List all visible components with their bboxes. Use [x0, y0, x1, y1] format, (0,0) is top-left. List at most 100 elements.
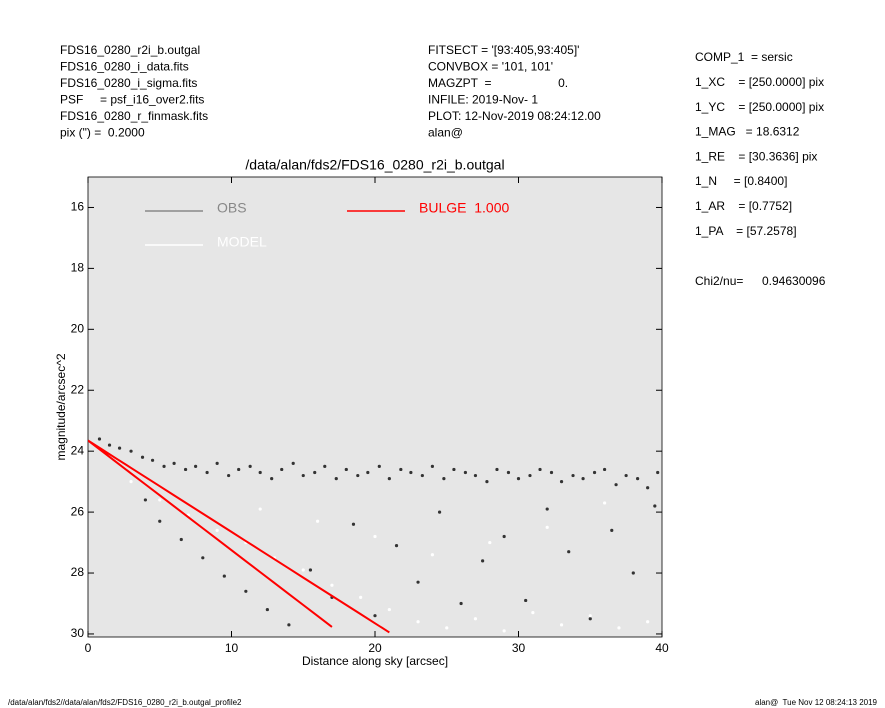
data-point	[603, 501, 607, 505]
info-text: MAGZPT = 0.	[428, 76, 568, 90]
data-point	[473, 617, 478, 621]
data-point	[201, 556, 205, 560]
data-point	[258, 470, 262, 475]
data-point	[301, 473, 305, 478]
data-point	[445, 626, 449, 630]
y-axis-label: magnitude/arcsec^2	[54, 353, 68, 460]
data-point	[227, 473, 231, 478]
data-point	[183, 467, 188, 472]
footer-left: /data/alan/fds2//data/alan/fds2/FDS16_02…	[8, 698, 242, 707]
data-point	[399, 467, 403, 472]
data-point	[442, 476, 446, 481]
data-point	[373, 534, 377, 539]
data-point	[559, 480, 564, 484]
data-point	[603, 467, 607, 472]
data-point	[280, 467, 284, 472]
data-point	[559, 623, 564, 627]
y-tick-label: 22	[71, 382, 85, 396]
data-point	[581, 476, 585, 481]
data-point	[140, 455, 145, 459]
data-point	[516, 476, 521, 481]
data-point	[387, 607, 391, 612]
data-point	[567, 550, 571, 554]
data-point	[588, 614, 592, 618]
data-point	[366, 470, 370, 475]
data-point	[416, 580, 420, 584]
data-point	[129, 449, 133, 453]
data-point	[459, 601, 463, 606]
info-text: 1_YC = [250.0000] pix	[695, 100, 824, 114]
info-text: PLOT: 12-Nov-2019 08:24:12.00	[428, 109, 601, 123]
data-point	[592, 470, 597, 475]
y-tick-label: 26	[71, 504, 85, 518]
data-point	[143, 498, 147, 502]
data-point	[129, 480, 133, 484]
data-point	[270, 476, 274, 481]
info-text: INFILE: 2019-Nov- 1	[428, 93, 538, 107]
x-tick-label: 30	[512, 641, 526, 655]
data-point	[351, 522, 356, 526]
data-point	[287, 623, 291, 627]
info-text: PSF = psf_i16_over2.fits	[60, 93, 204, 107]
data-point	[117, 446, 122, 450]
x-tick-label: 10	[225, 641, 239, 655]
data-point	[653, 504, 657, 508]
data-point	[377, 464, 381, 469]
data-point	[162, 464, 166, 469]
data-point	[258, 507, 262, 511]
data-point	[502, 534, 506, 539]
y-tick-label: 20	[71, 321, 85, 335]
info-text: FDS16_0280_r_finmask.fits	[60, 109, 208, 123]
chi-label: Chi2/nu=	[695, 274, 743, 288]
y-tick-label: 30	[71, 626, 85, 640]
data-point	[531, 611, 535, 615]
data-point	[237, 467, 241, 472]
data-point	[473, 473, 478, 478]
data-point	[291, 461, 295, 465]
data-point	[528, 473, 532, 478]
y-tick-label: 18	[71, 261, 85, 275]
data-point	[463, 470, 468, 475]
legend-label: OBS	[217, 200, 247, 216]
data-point	[158, 498, 162, 502]
data-point	[430, 464, 434, 469]
data-point	[179, 537, 183, 542]
y-tick-label: 16	[71, 200, 85, 214]
x-tick-label: 40	[655, 641, 669, 655]
data-point	[308, 568, 313, 572]
data-point	[323, 464, 327, 469]
info-text: 1_MAG = 18.6312	[695, 125, 800, 139]
data-point	[495, 467, 499, 472]
data-point	[636, 476, 640, 481]
x-tick-label: 0	[85, 641, 92, 655]
data-point	[545, 507, 549, 511]
data-point	[373, 614, 377, 618]
data-point	[409, 470, 413, 475]
data-point	[437, 510, 442, 514]
info-text: alan@	[428, 126, 463, 140]
data-point	[430, 553, 434, 557]
data-point	[624, 473, 628, 478]
data-point	[420, 473, 424, 478]
data-point	[356, 473, 360, 478]
info-text: COMP_1 = sersic	[695, 50, 793, 64]
data-point	[222, 574, 226, 578]
y-tick-label: 24	[71, 443, 85, 457]
x-tick-label: 20	[368, 641, 382, 655]
info-text: 1_PA = [57.2578]	[695, 224, 797, 238]
legend-label: BULGE 1.000	[419, 200, 509, 216]
data-point	[316, 519, 320, 523]
data-point	[334, 476, 338, 481]
data-point	[150, 458, 155, 462]
info-text: 1_XC = [250.0000] pix	[695, 75, 824, 89]
chi-value: 0.94630096	[762, 274, 826, 288]
plot-marks	[88, 437, 660, 634]
data-point	[387, 476, 391, 481]
chart-title: /data/alan/fds2/FDS16_0280_r2i_b.outgal	[245, 157, 504, 173]
data-point	[244, 589, 248, 593]
data-point	[97, 437, 102, 441]
plot-area	[87, 176, 663, 638]
legend-label: MODEL	[217, 234, 267, 250]
footer-right: alan@ Tue Nov 12 08:24:13 2019	[755, 698, 878, 707]
data-point	[485, 480, 489, 484]
